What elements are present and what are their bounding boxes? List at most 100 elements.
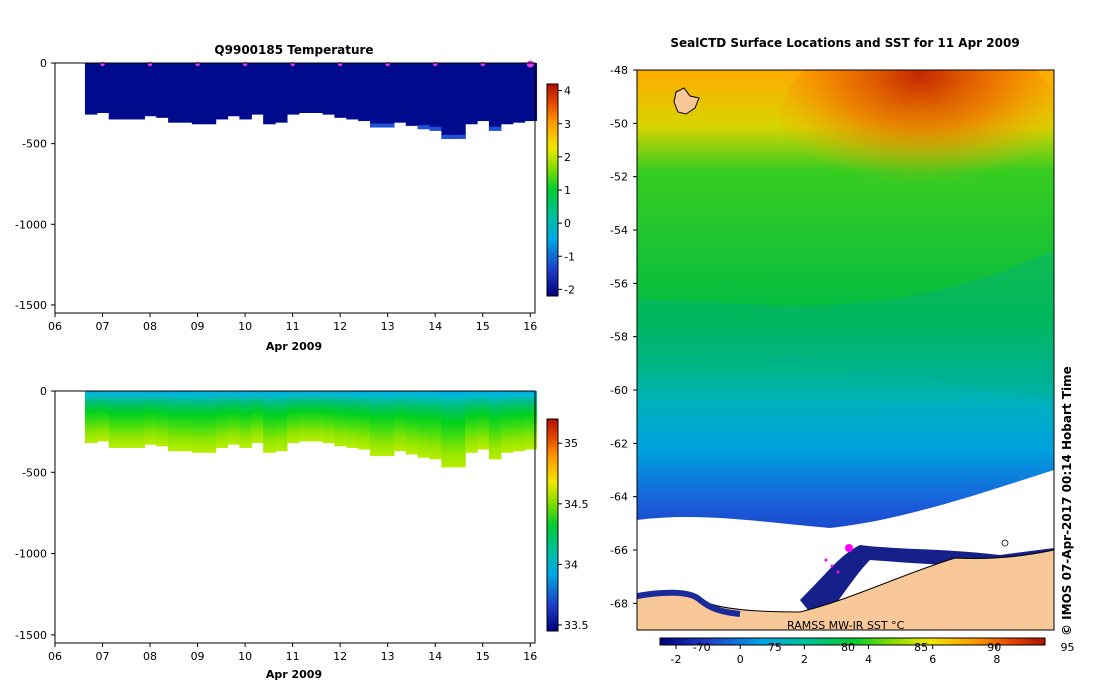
sst-tick-label: 0 (737, 653, 744, 666)
seal-location (845, 544, 853, 552)
temperature-profile (263, 63, 276, 125)
colorbar-tick-label: 34.5 (564, 498, 589, 511)
y-tick-label: -500 (22, 466, 47, 479)
x-tick-label: 16 (523, 320, 537, 333)
salinity-profile (179, 391, 193, 452)
salinity-profile (298, 391, 312, 442)
lat-tick-label: -52 (610, 171, 628, 184)
temperature-colorbar-ticks: 4 3 2 1 0 -1 -2 (558, 85, 575, 296)
salinity-profile (512, 391, 526, 452)
salinity-profile (417, 391, 431, 458)
salinity-profile (322, 391, 336, 444)
x-tick-label: 08 (143, 320, 157, 333)
temperature-title: Q9900185 Temperature (214, 43, 373, 57)
salinity-profile (477, 391, 490, 450)
x-tick-label: 16 (523, 650, 537, 663)
surface-marker (242, 61, 248, 67)
temperature-profile (275, 63, 288, 123)
seal-track-point (836, 570, 840, 574)
colorbar-tick-label: 1 (564, 184, 571, 197)
temperature-deep-layer (441, 134, 454, 139)
surface-marker (480, 61, 485, 67)
lat-tick-label: -56 (610, 277, 628, 290)
y-tick-label: 0 (40, 57, 47, 70)
x-tick-label: 08 (143, 650, 157, 663)
sst-map-title: SealCTD Surface Locations and SST for 11… (670, 36, 1019, 50)
lat-tick-label: -58 (610, 331, 628, 344)
temperature-profile (417, 63, 431, 130)
station-marker (1001, 539, 1009, 547)
temperature-profile (393, 63, 407, 123)
temperature-deep-layer (417, 125, 431, 130)
lat-tick-label: -60 (610, 384, 628, 397)
x-tick-label: 10 (238, 320, 252, 333)
salinity-profile (168, 391, 181, 452)
colorbar-tick-label: -1 (564, 250, 575, 263)
temperature-profile (203, 63, 217, 125)
salinity-profile (370, 391, 383, 457)
temperature-profile (108, 63, 122, 120)
temperature-deep-layer (381, 123, 395, 128)
temperature-profile (84, 63, 98, 115)
lat-tick-label: -50 (610, 117, 628, 130)
lat-tick-label: -62 (610, 437, 628, 450)
salinity-x-axis: 06 07 08 09 10 11 12 13 14 15 16 (48, 643, 537, 663)
x-tick-label: 15 (476, 320, 490, 333)
salinity-profile (84, 391, 98, 444)
colorbar-tick-label: -2 (564, 283, 575, 296)
surface-marker (100, 61, 105, 67)
sst-map-frame (636, 69, 1055, 631)
x-tick-label: 07 (96, 650, 110, 663)
sst-f-tick-label: 85 (914, 641, 928, 654)
temperature-profile (524, 63, 538, 122)
temperature-profile (215, 63, 229, 120)
x-tick-label: 09 (191, 650, 205, 663)
salinity-profile (346, 391, 359, 448)
temperature-profile (298, 63, 312, 113)
temperature-deep-layer (488, 126, 502, 131)
colorbar-tick-label: 0 (564, 217, 571, 230)
x-tick-label: 11 (286, 650, 300, 663)
salinity-profile (334, 391, 347, 447)
temperature-profile (441, 63, 454, 139)
temperature-profile (179, 63, 193, 123)
x-tick-label: 12 (333, 650, 347, 663)
salinity-y-axis: 0 -500 -1000 -1500 (15, 385, 55, 642)
sst-colorbar (659, 637, 1046, 646)
colorbar-tick-label: 35 (564, 437, 578, 450)
temperature-profile (132, 63, 145, 120)
salinity-xlabel: Apr 2009 (266, 668, 322, 681)
temperature-profile (465, 63, 478, 125)
lat-tick-label: -54 (610, 224, 628, 237)
temperature-profile (227, 63, 240, 117)
surface-marker (432, 61, 438, 67)
sst-f-tick-label: 75 (768, 641, 782, 654)
temperature-profile (120, 63, 134, 120)
colorbar-tick-label: 4 (564, 85, 571, 98)
coastal-fringe (637, 589, 741, 617)
frontal-band (637, 250, 1054, 400)
y-tick-label: -1500 (15, 629, 47, 642)
salinity-profile (286, 391, 300, 444)
sst-field (637, 70, 1054, 630)
salinity-profile (120, 391, 134, 448)
surface-marker (147, 61, 153, 67)
temperature-deep-layer (370, 123, 383, 128)
y-tick-label: 0 (40, 385, 47, 398)
lat-tick-label: -66 (610, 544, 628, 557)
salinity-profile (358, 391, 371, 450)
temperature-frame (54, 62, 536, 314)
temperature-profile (512, 63, 526, 123)
salinity-profile (381, 391, 395, 457)
x-tick-label: 13 (381, 650, 395, 663)
x-tick-label: 06 (48, 650, 62, 663)
salinity-colorbar-ticks: 35 34.5 34 33.5 (558, 437, 589, 632)
temperature-profile (168, 63, 181, 123)
y-tick-label: -500 (22, 138, 47, 151)
sst-tick-label: 6 (929, 653, 936, 666)
temperature-profile (477, 63, 490, 122)
salinity-profile (500, 391, 514, 453)
sst-tick-label: -2 (671, 653, 682, 666)
salinity-profile (465, 391, 478, 453)
